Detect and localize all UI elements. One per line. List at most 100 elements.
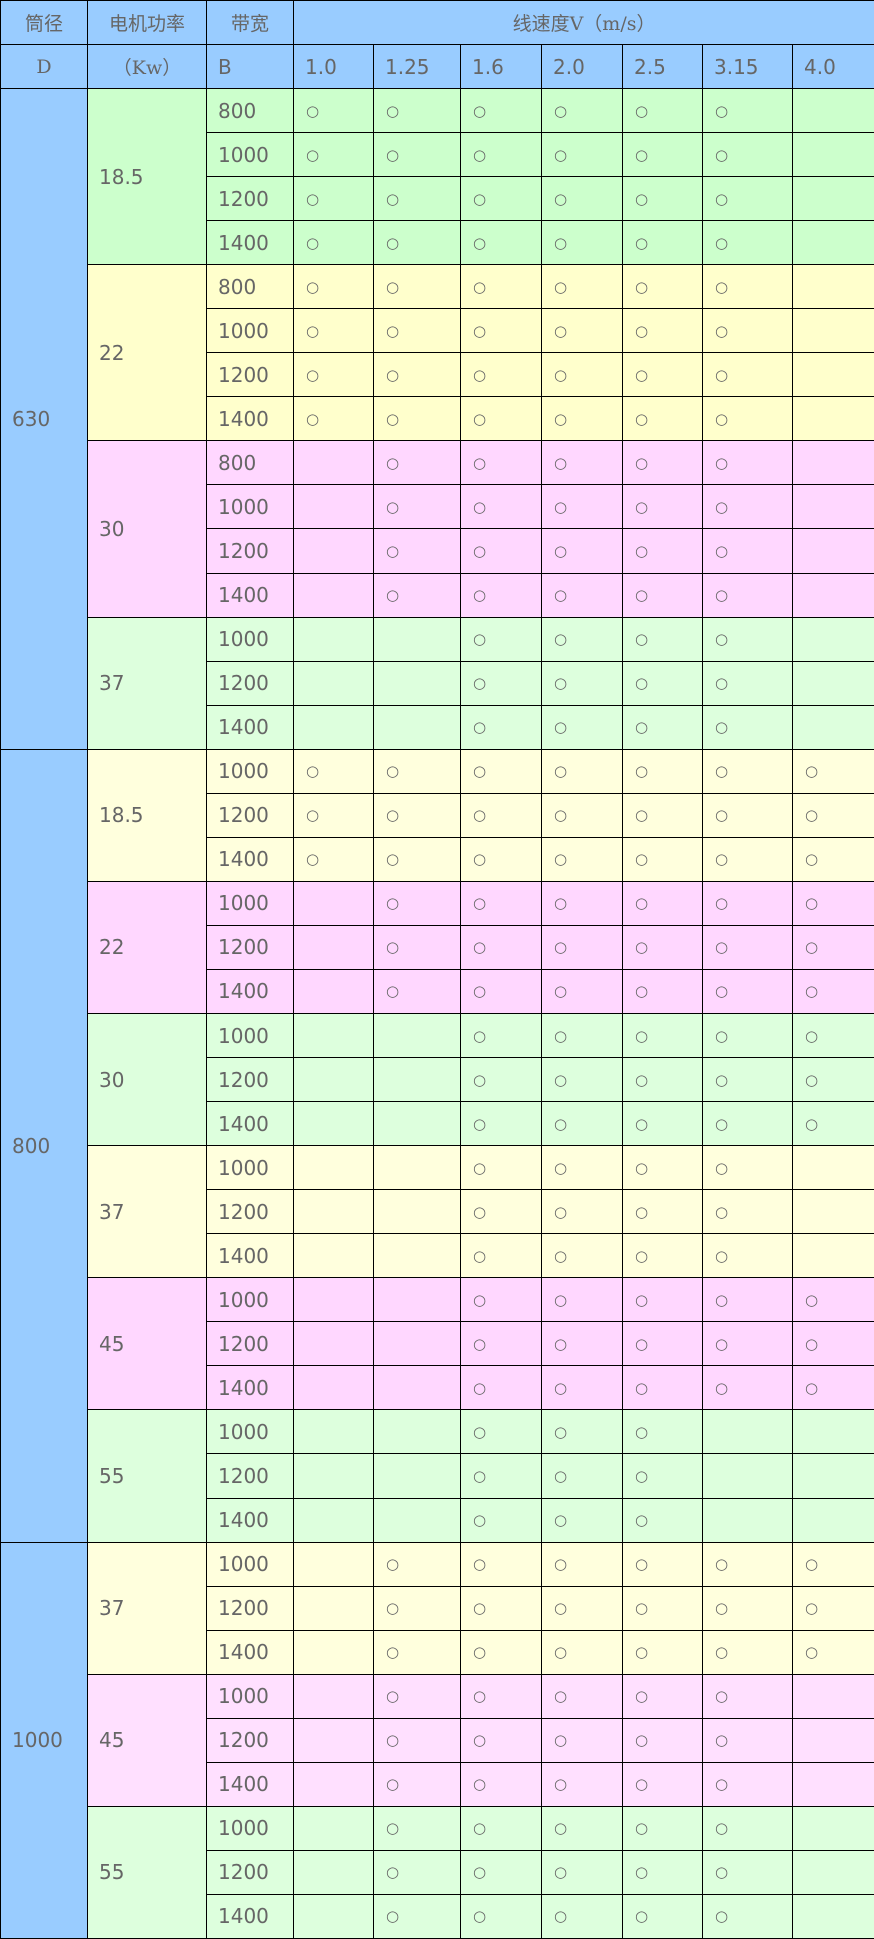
available-mark-cell: ○ (542, 1850, 623, 1894)
available-mark-cell: ○ (793, 1058, 874, 1102)
available-mark-cell: ○ (623, 1718, 703, 1762)
empty-cell (294, 1322, 374, 1366)
available-mark-cell: ○ (793, 793, 874, 837)
available-mark-cell: ○ (374, 881, 461, 925)
available-mark-cell: ○ (623, 353, 703, 397)
available-mark-cell: ○ (703, 793, 793, 837)
available-mark-cell: ○ (623, 397, 703, 441)
header-belt: 带宽 (207, 1, 294, 45)
belt-width-cell: 1400 (207, 1894, 294, 1938)
available-mark-cell: ○ (703, 1542, 793, 1586)
available-mark-cell: ○ (461, 1234, 542, 1278)
empty-cell (793, 441, 874, 485)
available-mark-cell: ○ (623, 177, 703, 221)
available-mark-cell: ○ (703, 1630, 793, 1674)
available-mark-cell: ○ (374, 925, 461, 969)
diameter-cell: 800 (1, 749, 88, 1542)
available-mark-cell: ○ (374, 1718, 461, 1762)
available-mark-cell: ○ (703, 881, 793, 925)
empty-cell (294, 573, 374, 617)
empty-cell (294, 1806, 374, 1850)
available-mark-cell: ○ (461, 1586, 542, 1630)
available-mark-cell: ○ (623, 1674, 703, 1718)
available-mark-cell: ○ (461, 133, 542, 177)
header-power-unit: （Kw） (88, 45, 207, 89)
available-mark-cell: ○ (294, 793, 374, 837)
belt-width-cell: 1200 (207, 1718, 294, 1762)
empty-cell (703, 1498, 793, 1542)
available-mark-cell: ○ (623, 441, 703, 485)
empty-cell (793, 89, 874, 133)
available-mark-cell: ○ (542, 749, 623, 793)
belt-width-cell: 1000 (207, 617, 294, 661)
empty-cell (374, 1013, 461, 1057)
empty-cell (793, 705, 874, 749)
available-mark-cell: ○ (623, 617, 703, 661)
available-mark-cell: ○ (703, 1190, 793, 1234)
belt-width-cell: 1400 (207, 1762, 294, 1806)
belt-width-cell: 1200 (207, 793, 294, 837)
available-mark-cell: ○ (703, 1850, 793, 1894)
empty-cell (374, 1190, 461, 1234)
available-mark-cell: ○ (623, 221, 703, 265)
available-mark-cell: ○ (793, 749, 874, 793)
belt-width-cell: 1400 (207, 837, 294, 881)
available-mark-cell: ○ (374, 485, 461, 529)
belt-width-cell: 1200 (207, 1190, 294, 1234)
available-mark-cell: ○ (374, 1630, 461, 1674)
empty-cell (374, 1058, 461, 1102)
available-mark-cell: ○ (623, 1013, 703, 1057)
available-mark-cell: ○ (374, 89, 461, 133)
empty-cell (793, 1894, 874, 1938)
available-mark-cell: ○ (542, 1234, 623, 1278)
available-mark-cell: ○ (623, 1806, 703, 1850)
power-cell: 55 (88, 1806, 207, 1938)
empty-cell (374, 661, 461, 705)
header-speed-1.6: 1.6 (461, 45, 542, 89)
empty-cell (294, 1102, 374, 1146)
available-mark-cell: ○ (461, 1410, 542, 1454)
empty-cell (294, 969, 374, 1013)
belt-width-cell: 1400 (207, 1498, 294, 1542)
empty-cell (793, 1146, 874, 1190)
available-mark-cell: ○ (793, 1542, 874, 1586)
empty-cell (294, 1058, 374, 1102)
belt-width-cell: 1400 (207, 1366, 294, 1410)
available-mark-cell: ○ (542, 1058, 623, 1102)
available-mark-cell: ○ (623, 1366, 703, 1410)
available-mark-cell: ○ (703, 1894, 793, 1938)
available-mark-cell: ○ (461, 705, 542, 749)
available-mark-cell: ○ (374, 1542, 461, 1586)
belt-width-cell: 1200 (207, 925, 294, 969)
available-mark-cell: ○ (461, 177, 542, 221)
available-mark-cell: ○ (793, 1102, 874, 1146)
available-mark-cell: ○ (703, 441, 793, 485)
empty-cell (793, 265, 874, 309)
available-mark-cell: ○ (703, 573, 793, 617)
header-diameter-unit: D (1, 45, 88, 89)
available-mark-cell: ○ (623, 529, 703, 573)
available-mark-cell: ○ (703, 1102, 793, 1146)
available-mark-cell: ○ (623, 661, 703, 705)
available-mark-cell: ○ (623, 1498, 703, 1542)
available-mark-cell: ○ (542, 1894, 623, 1938)
empty-cell (793, 1454, 874, 1498)
belt-width-cell: 1200 (207, 1058, 294, 1102)
available-mark-cell: ○ (623, 309, 703, 353)
header-diameter: 筒径 (1, 1, 88, 45)
empty-cell (294, 1013, 374, 1057)
available-mark-cell: ○ (623, 1454, 703, 1498)
available-mark-cell: ○ (623, 1762, 703, 1806)
available-mark-cell: ○ (461, 1542, 542, 1586)
available-mark-cell: ○ (793, 1586, 874, 1630)
empty-cell (374, 1234, 461, 1278)
empty-cell (793, 1762, 874, 1806)
available-mark-cell: ○ (793, 925, 874, 969)
available-mark-cell: ○ (374, 1674, 461, 1718)
belt-width-cell: 1400 (207, 397, 294, 441)
available-mark-cell: ○ (461, 1366, 542, 1410)
available-mark-cell: ○ (703, 221, 793, 265)
